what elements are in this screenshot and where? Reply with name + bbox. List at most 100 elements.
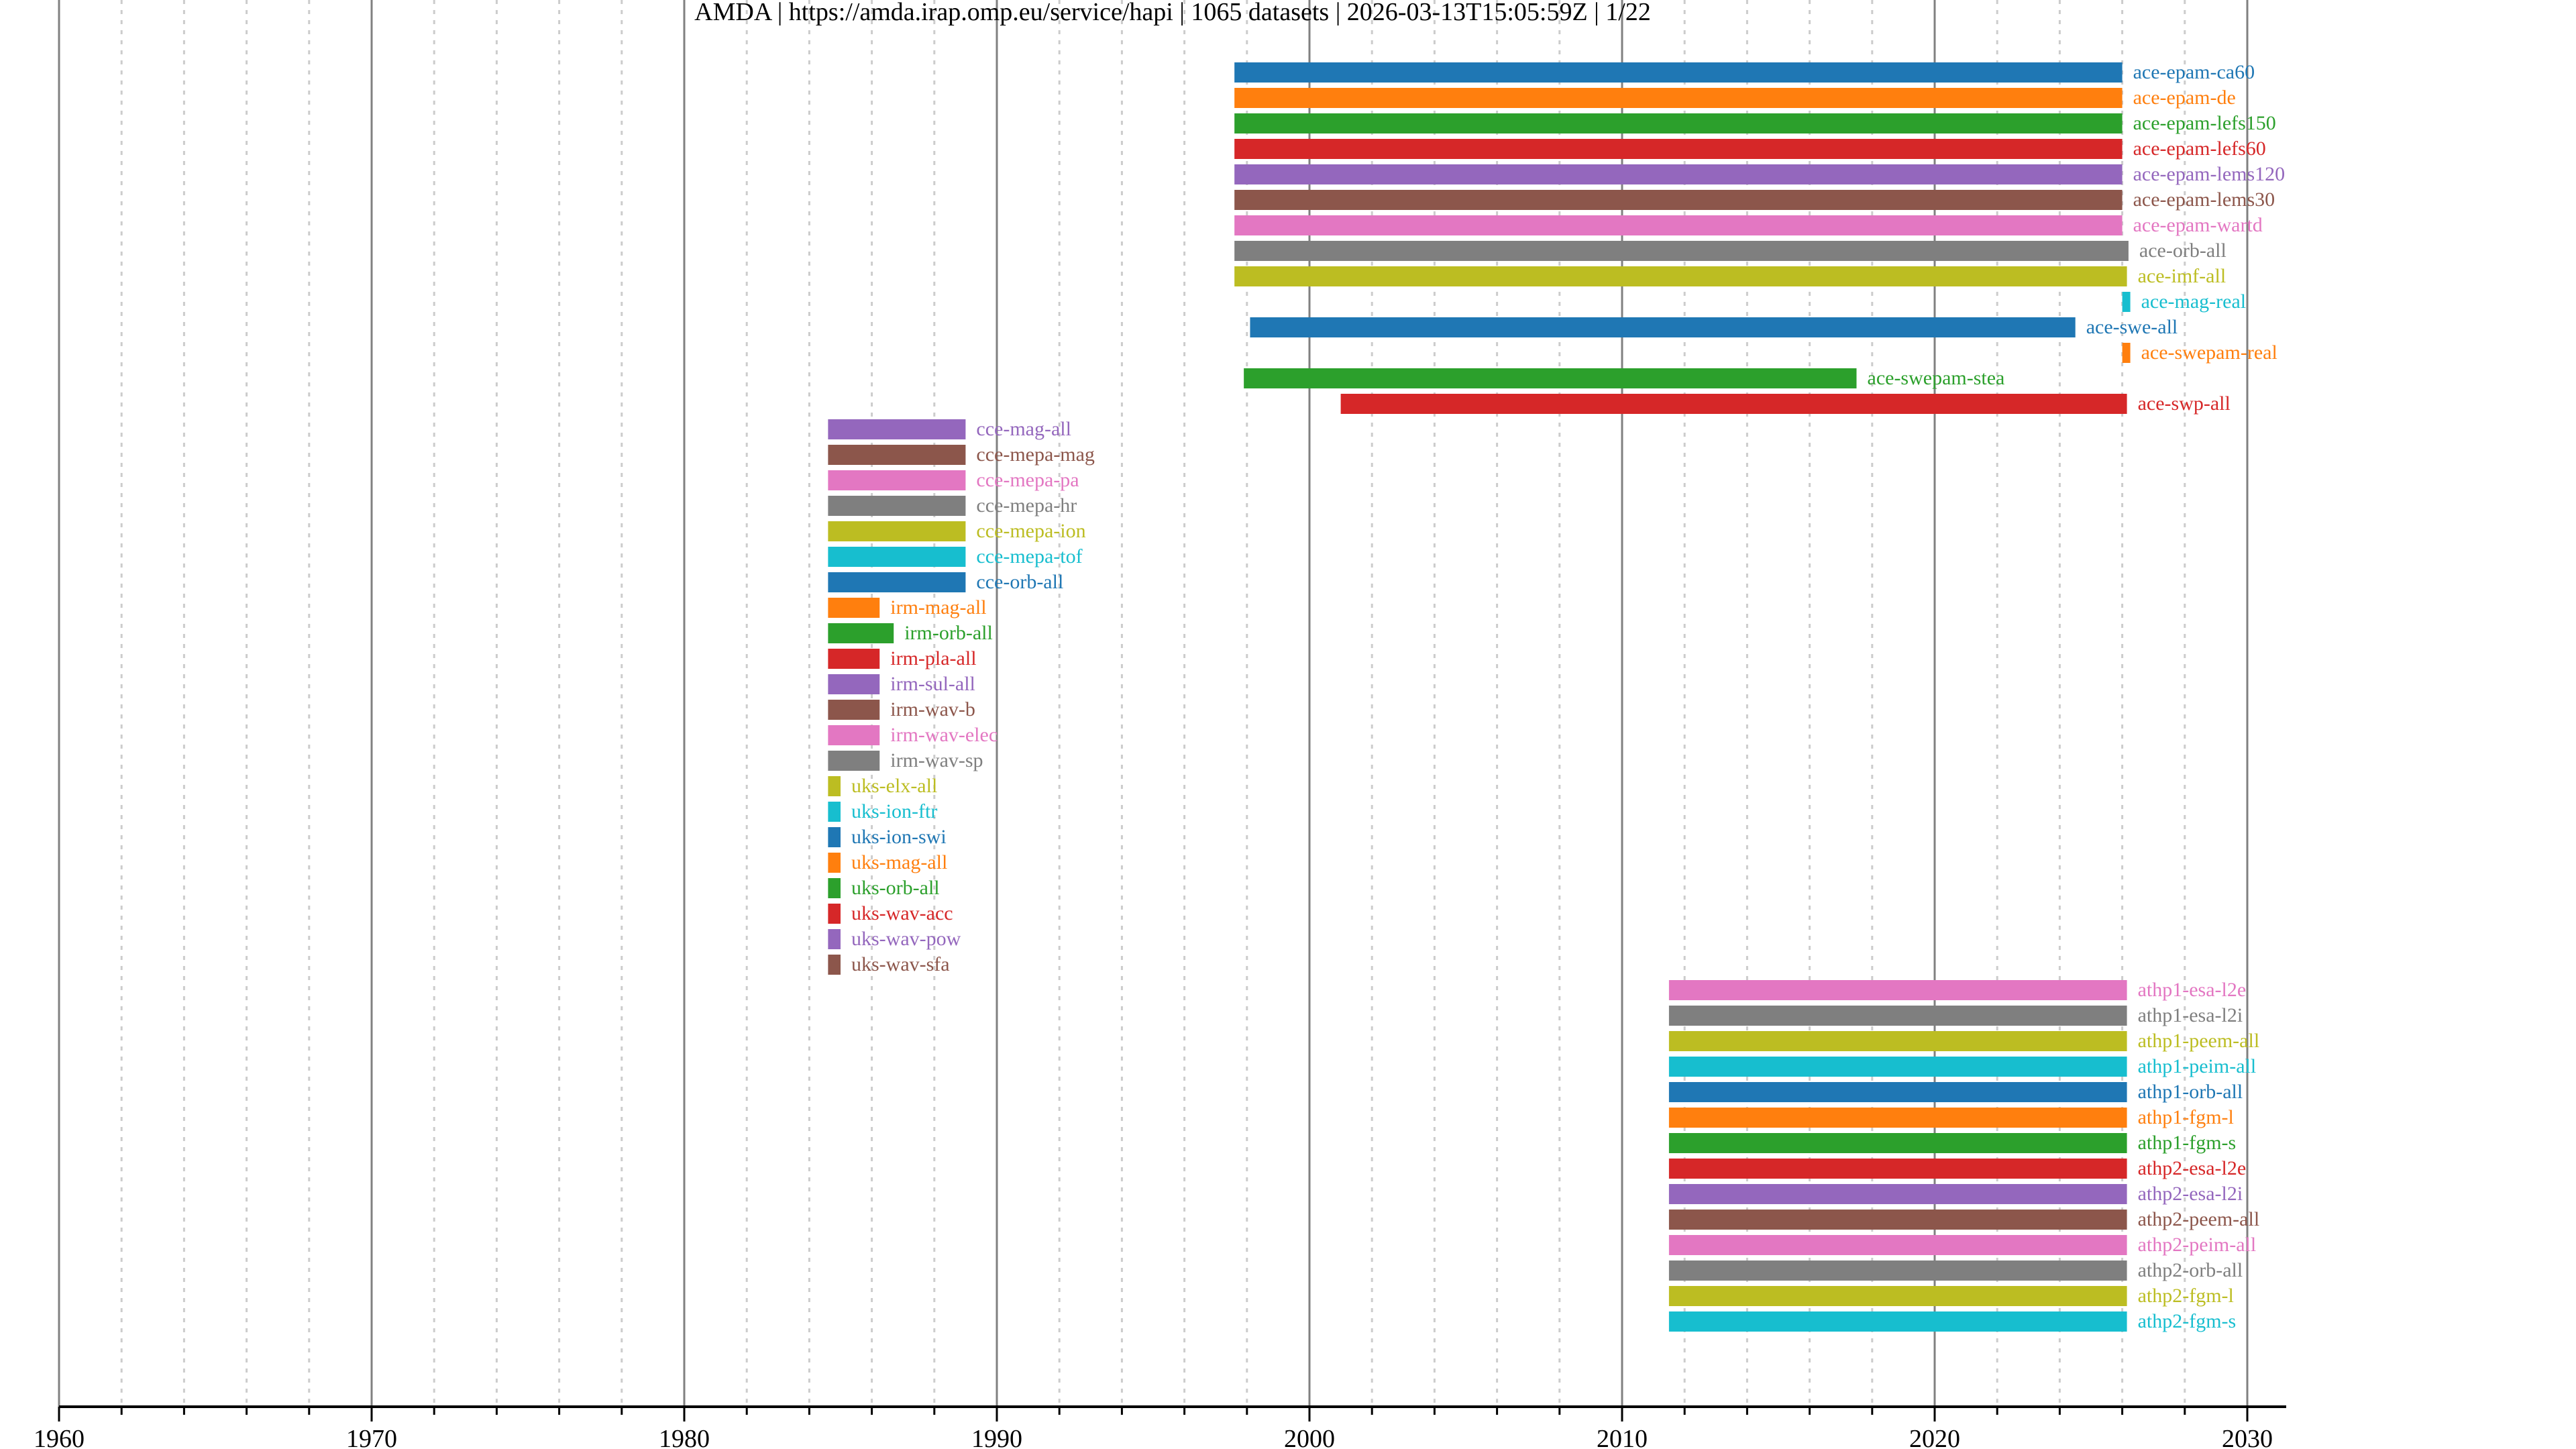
dataset-bar	[1668, 1210, 2127, 1230]
dataset-bar	[828, 802, 841, 822]
x-axis: 1960 1970 1980 1990 2000 2010 2020 2030	[34, 1405, 2286, 1449]
dataset-bar	[1668, 1235, 2127, 1255]
dataset-bar	[828, 725, 880, 745]
dataset-bar	[1668, 1108, 2127, 1128]
dataset-label: athp1-esa-l2e	[2138, 979, 2247, 1001]
dataset-bar	[828, 445, 966, 465]
dataset-bar	[1234, 62, 2123, 83]
dataset-labels: ace-epam-ca60 ace-epam-de ace-epam-lefs150…	[851, 61, 2285, 1332]
dataset-label: ace-epam-lefs150	[2133, 112, 2276, 134]
dataset-bar	[1234, 241, 2129, 261]
dataset-bar	[828, 623, 894, 643]
dataset-label: uks-elx-all	[851, 775, 937, 797]
dataset-label: ace-epam-lems30	[2133, 189, 2275, 211]
dataset-bar	[828, 419, 966, 439]
dataset-bar	[1668, 980, 2127, 1000]
dataset-label: ace-swepam-real	[2141, 341, 2277, 364]
dataset-label: ace-swp-all	[2138, 392, 2231, 415]
x-tick-label: 1990	[971, 1425, 1022, 1449]
dataset-bar	[828, 649, 880, 669]
dataset-bar	[1234, 164, 2123, 184]
chart-title: AMDA | https://amda.irap.omp.eu/service/…	[694, 0, 1651, 26]
dataset-label: ace-epam-wartd	[2133, 214, 2263, 236]
dataset-label: ace-epam-lefs60	[2133, 138, 2266, 160]
dataset-bar	[828, 496, 966, 516]
dataset-label: cce-orb-all	[976, 571, 1063, 593]
dataset-bar	[828, 929, 841, 949]
dataset-label: ace-epam-de	[2133, 87, 2236, 109]
dataset-label: cce-mepa-pa	[976, 469, 1079, 491]
x-tick-label: 2000	[1284, 1425, 1335, 1449]
dataset-bar	[2122, 343, 2131, 363]
dataset-bar	[1250, 317, 2076, 337]
dataset-bar	[828, 751, 880, 771]
dataset-label: irm-pla-all	[890, 647, 976, 669]
dataset-label: athp1-peim-all	[2138, 1055, 2257, 1077]
dataset-bar	[1668, 1311, 2127, 1332]
dataset-label: cce-mepa-tof	[976, 545, 1082, 568]
dataset-label: ace-orb-all	[2139, 239, 2226, 262]
dataset-label: cce-mepa-mag	[976, 443, 1095, 466]
dataset-label: irm-sul-all	[890, 673, 975, 695]
x-tick-label: 1980	[659, 1425, 710, 1449]
dataset-bar	[828, 700, 880, 720]
dataset-bar	[828, 674, 880, 694]
dataset-label: uks-wav-acc	[851, 902, 953, 924]
dataset-bar	[828, 904, 841, 924]
dataset-bar	[828, 853, 841, 873]
dataset-label: ace-swepam-stea	[1868, 367, 2005, 389]
dataset-label: ace-swe-all	[2086, 316, 2178, 338]
dataset-bar	[1668, 1082, 2127, 1102]
x-tick-label: 2030	[2222, 1425, 2273, 1449]
dataset-bar	[1668, 1057, 2127, 1077]
x-tick-label: 1960	[34, 1425, 85, 1449]
dataset-bar	[1234, 88, 2123, 108]
dataset-label: ace-mag-real	[2141, 290, 2247, 313]
dataset-label: uks-orb-all	[851, 877, 940, 899]
dataset-bar	[1234, 266, 2127, 286]
dataset-bar	[1668, 1159, 2127, 1179]
dataset-label: irm-wav-b	[890, 698, 975, 720]
dataset-label: cce-mag-all	[976, 418, 1071, 440]
dataset-bar	[828, 547, 966, 567]
dataset-bar	[1244, 368, 1857, 388]
dataset-bar	[828, 598, 880, 618]
dataset-bar	[828, 955, 841, 975]
dataset-bar	[1234, 113, 2123, 133]
dataset-bar	[1668, 1133, 2127, 1153]
dataset-bar	[1668, 1006, 2127, 1026]
dataset-bar	[828, 827, 841, 847]
dataset-label: ace-epam-ca60	[2133, 61, 2255, 83]
dataset-bar	[1234, 139, 2123, 159]
dataset-bar	[1340, 394, 2127, 414]
dataset-bar	[828, 878, 841, 898]
dataset-label: athp1-esa-l2i	[2138, 1004, 2243, 1026]
x-tick-label: 1970	[346, 1425, 397, 1449]
dataset-label: cce-mepa-hr	[976, 494, 1077, 517]
dataset-bar	[828, 572, 966, 592]
dataset-label: athp2-fgm-s	[2138, 1310, 2237, 1332]
dataset-label: irm-orb-all	[904, 622, 993, 644]
dataset-label: athp2-peim-all	[2138, 1234, 2257, 1256]
dataset-label: athp1-fgm-l	[2138, 1106, 2234, 1128]
dataset-bar	[1234, 190, 2123, 210]
dataset-label: athp2-esa-l2e	[2138, 1157, 2247, 1179]
dataset-label: uks-wav-sfa	[851, 953, 950, 975]
x-tick-label: 2020	[1909, 1425, 1960, 1449]
dataset-label: athp2-orb-all	[2138, 1259, 2243, 1281]
dataset-bar	[1668, 1260, 2127, 1281]
dataset-label: uks-ion-ftr	[851, 800, 937, 822]
dataset-bar	[828, 776, 841, 796]
dataset-label: ace-imf-all	[2138, 265, 2226, 287]
dataset-label: athp1-peem-all	[2138, 1030, 2260, 1052]
dataset-label: cce-mepa-ion	[976, 520, 1085, 542]
dataset-label: uks-mag-all	[851, 851, 947, 873]
dataset-label: athp1-fgm-s	[2138, 1132, 2237, 1154]
dataset-bar	[2122, 292, 2131, 312]
dataset-label: irm-wav-sp	[890, 749, 983, 771]
dataset-label: athp2-esa-l2i	[2138, 1183, 2243, 1205]
dataset-label: uks-ion-swi	[851, 826, 947, 848]
dataset-bar	[1668, 1286, 2127, 1306]
dataset-label: uks-wav-pow	[851, 928, 961, 950]
